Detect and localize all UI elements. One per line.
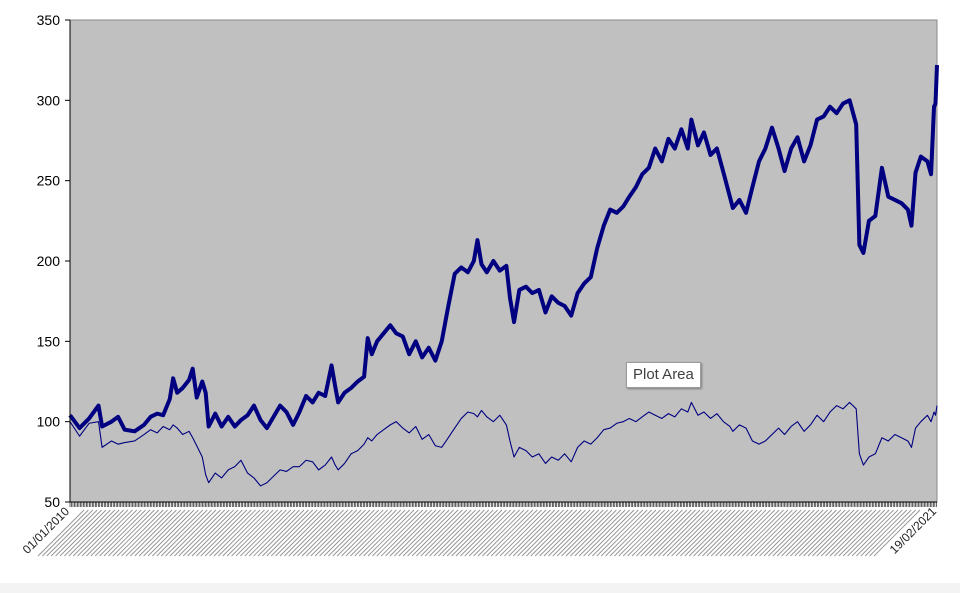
x-tick-label: 19/02/2021 [887,504,940,557]
y-axis-ticks: 50 100 150 200 250 300 350 [37,12,70,510]
y-tick-label: 250 [37,173,61,189]
series-layer [68,64,939,487]
series-line-2[interactable] [69,401,938,487]
x-tick-label: 01/01/2010 [20,504,73,557]
status-bar [0,583,960,593]
y-tick-label: 100 [37,414,61,430]
x-axis-tick-labels: 01/01/2010 19/02/2021 [20,504,940,557]
x-axis-ticks [69,502,937,507]
y-tick-label: 200 [37,253,61,269]
x-tick-marks [69,502,937,507]
plot-area-tooltip: Plot Area [626,362,701,388]
x-tick-label-crowd [37,509,921,557]
plot-area[interactable] [69,19,938,503]
y-tick-label: 300 [37,92,61,108]
series-line-1[interactable] [68,64,939,434]
y-tick-label: 350 [37,12,61,28]
y-tick-label: 50 [44,494,60,510]
y-tick-label: 150 [37,333,61,349]
